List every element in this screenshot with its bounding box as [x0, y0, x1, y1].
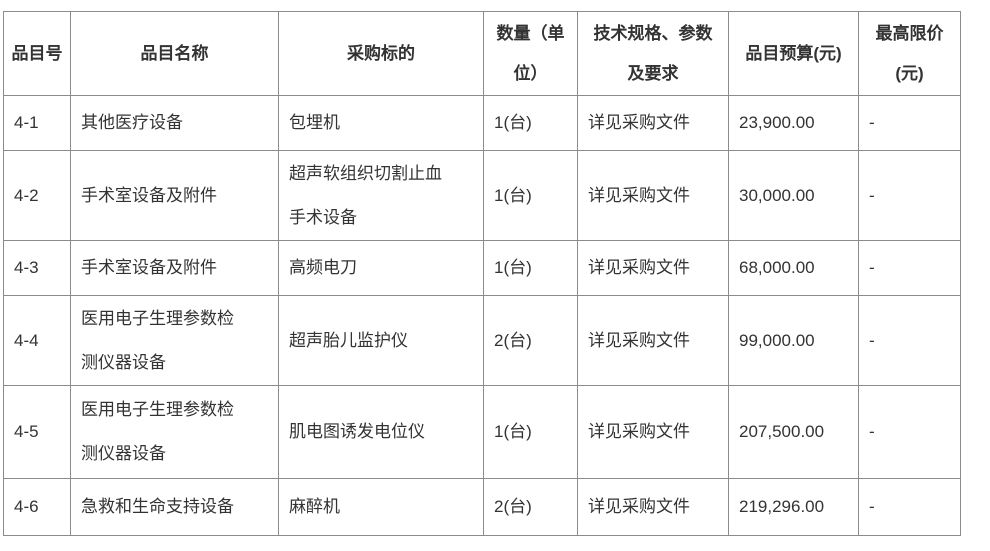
table-row: 4-3 手术室设备及附件 高频电刀 1(台) 详见采购文件 68,000.00 … — [3, 240, 961, 296]
column-header-quantity-unit: 数量（单 位） — [483, 11, 578, 96]
cell-item-number: 4-4 — [3, 295, 71, 386]
cell-procurement-target: 超声胎儿监护仪 — [278, 295, 484, 386]
table-row: 4-2 手术室设备及附件 超声软组织切割止血 手术设备 1(台) 详见采购文件 … — [3, 150, 961, 241]
cell-item-name: 医用电子生理参数检 测仪器设备 — [70, 385, 279, 479]
column-header-item-number: 品目号 — [3, 11, 71, 96]
cell-item-number: 4-1 — [3, 95, 71, 151]
column-header-item-name: 品目名称 — [70, 11, 279, 96]
table-row: 4-5 医用电子生理参数检 测仪器设备 肌电图诱发电位仪 1(台) 详见采购文件… — [3, 385, 961, 479]
cell-budget: 68,000.00 — [728, 240, 859, 296]
cell-budget: 23,900.00 — [728, 95, 859, 151]
cell-item-number: 4-3 — [3, 240, 71, 296]
cell-procurement-target: 超声软组织切割止血 手术设备 — [278, 150, 484, 241]
cell-budget: 30,000.00 — [728, 150, 859, 241]
cell-item-number: 4-2 — [3, 150, 71, 241]
cell-quantity: 2(台) — [483, 478, 578, 536]
cell-tech-specs: 详见采购文件 — [577, 295, 729, 386]
table-row: 4-6 急救和生命支持设备 麻醉机 2(台) 详见采购文件 219,296.00… — [3, 478, 961, 536]
cell-budget: 219,296.00 — [728, 478, 859, 536]
cell-item-number: 4-6 — [3, 478, 71, 536]
cell-max-price: - — [858, 478, 961, 536]
cell-item-name: 手术室设备及附件 — [70, 240, 279, 296]
cell-procurement-target: 包埋机 — [278, 95, 484, 151]
cell-quantity: 1(台) — [483, 95, 578, 151]
cell-budget: 207,500.00 — [728, 385, 859, 479]
cell-max-price: - — [858, 150, 961, 241]
cell-tech-specs: 详见采购文件 — [577, 95, 729, 151]
column-header-max-price-limit: 最高限价 (元) — [858, 11, 961, 96]
cell-tech-specs: 详见采购文件 — [577, 150, 729, 241]
column-header-procurement-target: 采购标的 — [278, 11, 484, 96]
cell-max-price: - — [858, 295, 961, 386]
cell-quantity: 2(台) — [483, 295, 578, 386]
cell-quantity: 1(台) — [483, 385, 578, 479]
cell-max-price: - — [858, 385, 961, 479]
cell-max-price: - — [858, 95, 961, 151]
cell-item-number: 4-5 — [3, 385, 71, 479]
column-header-tech-specs: 技术规格、参数 及要求 — [577, 11, 729, 96]
cell-tech-specs: 详见采购文件 — [577, 240, 729, 296]
procurement-items-table: 品目号 品目名称 采购标的 数量（单 位） 技术规格、参数 及要求 品目预算(元… — [3, 11, 961, 536]
cell-item-name: 医用电子生理参数检 测仪器设备 — [70, 295, 279, 386]
cell-item-name: 其他医疗设备 — [70, 95, 279, 151]
cell-budget: 99,000.00 — [728, 295, 859, 386]
cell-procurement-target: 麻醉机 — [278, 478, 484, 536]
cell-quantity: 1(台) — [483, 150, 578, 241]
column-header-item-budget: 品目预算(元) — [728, 11, 859, 96]
table-header-row: 品目号 品目名称 采购标的 数量（单 位） 技术规格、参数 及要求 品目预算(元… — [3, 11, 961, 96]
cell-item-name: 急救和生命支持设备 — [70, 478, 279, 536]
cell-quantity: 1(台) — [483, 240, 578, 296]
cell-tech-specs: 详见采购文件 — [577, 385, 729, 479]
table-row: 4-1 其他医疗设备 包埋机 1(台) 详见采购文件 23,900.00 - — [3, 95, 961, 151]
cell-item-name: 手术室设备及附件 — [70, 150, 279, 241]
cell-procurement-target: 肌电图诱发电位仪 — [278, 385, 484, 479]
cell-max-price: - — [858, 240, 961, 296]
table-row: 4-4 医用电子生理参数检 测仪器设备 超声胎儿监护仪 2(台) 详见采购文件 … — [3, 295, 961, 386]
cell-procurement-target: 高频电刀 — [278, 240, 484, 296]
cell-tech-specs: 详见采购文件 — [577, 478, 729, 536]
